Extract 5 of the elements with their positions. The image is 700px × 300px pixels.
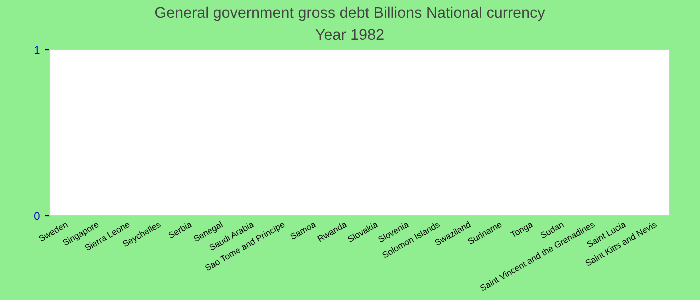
x-tick-label: Tonga	[510, 221, 535, 240]
chart-subtitle: Year 1982	[316, 29, 384, 40]
chart-title: General government gross debt Billions National currency	[155, 6, 546, 22]
y-tick-label: 1	[34, 46, 40, 54]
y-tick-label: 0	[34, 212, 40, 220]
